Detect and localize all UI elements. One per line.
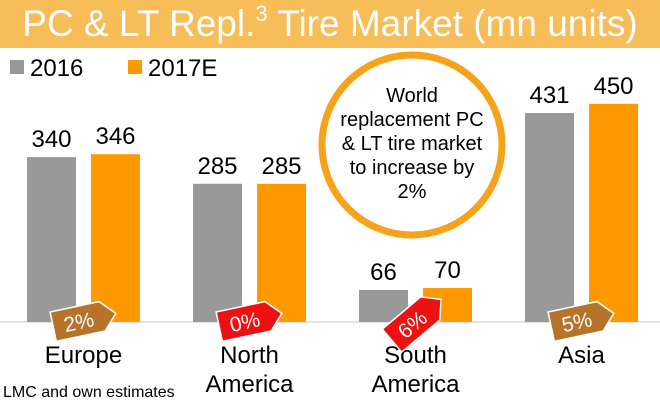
growth-badge-shape-1 bbox=[215, 300, 283, 343]
bar-2016-1 bbox=[193, 183, 242, 322]
annotation-text: World replacement PC & LT tire market to in… bbox=[340, 85, 483, 203]
category-label-1: North America bbox=[205, 342, 294, 398]
data-label-2016-1: 285 bbox=[197, 153, 237, 180]
growth-badge-shape-3 bbox=[547, 300, 615, 343]
chart-title: PC & LT Repl.3 Tire Market (mn units) bbox=[0, 2, 660, 46]
title-superscript: 3 bbox=[255, 1, 268, 26]
growth-badge-shape-2 bbox=[381, 296, 442, 354]
title-suffix: Tire Market (mn units) bbox=[267, 3, 638, 44]
title-bar bbox=[0, 0, 660, 48]
data-label-2016-2: 66 bbox=[370, 259, 397, 286]
category-label-0: Europe bbox=[45, 342, 122, 369]
legend-label-2016: 2016 bbox=[30, 55, 83, 82]
category-label-2: South America bbox=[371, 342, 460, 398]
bar-2017E-0 bbox=[91, 154, 140, 322]
legend-swatch-2017E bbox=[128, 60, 142, 74]
data-label-2017E-2: 70 bbox=[434, 257, 461, 284]
data-label-2016-3: 431 bbox=[529, 82, 569, 109]
annotation-circle bbox=[318, 51, 506, 239]
data-label-2016-0: 340 bbox=[31, 126, 71, 153]
data-label-2017E-0: 346 bbox=[95, 123, 135, 150]
growth-badge-3: 5% bbox=[547, 300, 615, 343]
growth-badge-1: 0% bbox=[215, 300, 283, 343]
bar-2017E-3 bbox=[589, 103, 638, 322]
legend-label-2017E: 2017E bbox=[148, 55, 217, 82]
data-label-2017E-1: 285 bbox=[261, 153, 301, 180]
growth-badge-shape-0 bbox=[49, 300, 117, 343]
bar-2017E-1 bbox=[257, 183, 306, 322]
data-label-2017E-3: 450 bbox=[593, 73, 633, 100]
title-main: PC & LT Repl. bbox=[22, 3, 256, 44]
source-note: LMC and own estimates bbox=[3, 384, 175, 401]
legend-swatch-2016 bbox=[10, 60, 24, 74]
bar-2016-0 bbox=[27, 157, 76, 322]
category-label-3: Asia bbox=[558, 342, 605, 369]
bar-2016-3 bbox=[525, 112, 574, 322]
growth-badge-0: 2% bbox=[49, 300, 117, 343]
